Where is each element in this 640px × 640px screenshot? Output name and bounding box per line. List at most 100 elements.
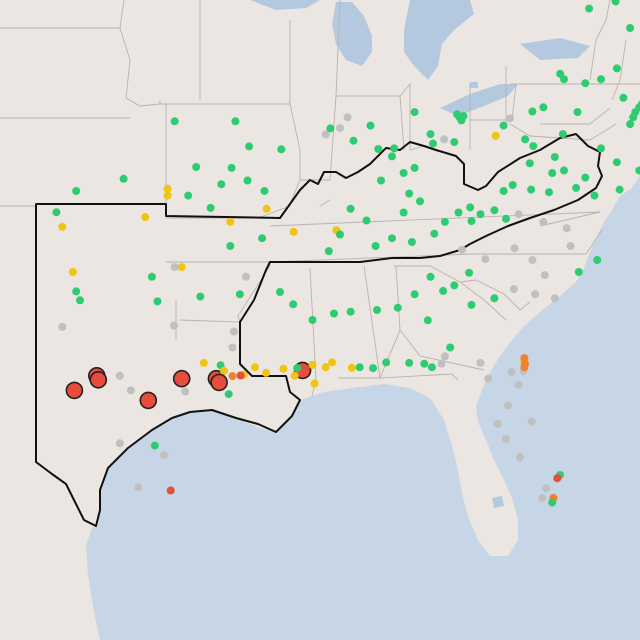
marker-grey[interactable] [181, 387, 190, 396]
marker-grey[interactable] [170, 263, 179, 272]
marker-good[interactable] [560, 166, 568, 175]
marker-grey[interactable] [510, 244, 519, 253]
marker-good[interactable] [374, 145, 383, 153]
marker-grey[interactable] [476, 358, 485, 367]
marker-good[interactable] [355, 363, 364, 372]
marker-good[interactable] [416, 197, 424, 206]
marker-good[interactable] [465, 268, 474, 277]
marker-good[interactable] [346, 204, 355, 213]
marker-moderate[interactable] [289, 227, 298, 236]
marker-moderate[interactable] [163, 184, 172, 193]
marker-good[interactable] [324, 247, 333, 256]
marker-moderate[interactable] [226, 217, 235, 226]
marker-unhealthy[interactable] [65, 381, 84, 400]
marker-good[interactable] [224, 390, 233, 399]
marker-good[interactable] [529, 142, 538, 151]
marker-good[interactable] [454, 208, 463, 217]
marker-moderate[interactable] [308, 360, 317, 369]
marker-good[interactable] [548, 498, 557, 507]
marker-grey[interactable] [502, 435, 510, 443]
marker-good[interactable] [466, 203, 475, 212]
marker-grey[interactable] [542, 484, 551, 493]
marker-good[interactable] [572, 183, 581, 192]
marker-grey[interactable] [484, 374, 493, 383]
marker-good[interactable] [410, 163, 419, 172]
marker-good[interactable] [170, 117, 179, 126]
marker-grey[interactable] [115, 439, 124, 448]
marker-good[interactable] [336, 230, 344, 239]
marker-good[interactable] [119, 174, 128, 183]
marker-good[interactable] [289, 300, 298, 309]
marker-grey[interactable] [507, 368, 516, 377]
marker-unhealthy[interactable] [553, 474, 562, 483]
marker-good[interactable] [72, 287, 81, 296]
marker-good[interactable] [326, 124, 335, 133]
marker-good[interactable] [330, 309, 338, 318]
marker-grey[interactable] [458, 245, 467, 254]
marker-good[interactable] [426, 130, 435, 139]
marker-grey[interactable] [242, 272, 250, 281]
marker-unhealthy[interactable] [210, 373, 228, 392]
marker-grey[interactable] [481, 255, 490, 264]
marker-good[interactable] [227, 163, 236, 172]
marker-good[interactable] [399, 169, 408, 177]
marker-good[interactable] [366, 121, 375, 130]
marker-good[interactable] [499, 187, 508, 195]
marker-good[interactable] [258, 234, 267, 243]
marker-good[interactable] [590, 191, 599, 200]
marker-grey[interactable] [566, 242, 575, 250]
marker-good[interactable] [196, 292, 205, 301]
marker-grey[interactable] [550, 294, 559, 303]
marker-moderate[interactable] [328, 358, 337, 367]
marker-grey[interactable] [229, 327, 238, 336]
marker-grey[interactable] [527, 417, 536, 426]
marker-good[interactable] [388, 234, 396, 243]
marker-grey[interactable] [531, 290, 540, 299]
marker-good[interactable] [597, 144, 605, 153]
marker-good[interactable] [581, 173, 590, 182]
marker-good[interactable] [277, 145, 286, 154]
marker-grey[interactable] [160, 451, 169, 459]
marker-good[interactable] [556, 69, 565, 78]
marker-good[interactable] [231, 117, 240, 126]
marker-good[interactable] [276, 288, 284, 296]
marker-good[interactable] [545, 188, 553, 197]
marker-good[interactable] [293, 364, 302, 373]
marker-grey[interactable] [515, 453, 524, 462]
marker-good[interactable] [635, 166, 640, 175]
marker-good[interactable] [631, 108, 640, 117]
marker-good[interactable] [508, 181, 517, 189]
marker-unhealthy-sensitive[interactable] [228, 372, 237, 381]
marker-moderate[interactable] [347, 363, 356, 372]
marker-good[interactable] [399, 208, 408, 217]
marker-good[interactable] [388, 152, 396, 161]
marker-moderate[interactable] [58, 222, 67, 231]
marker-good[interactable] [393, 303, 402, 312]
marker-grey[interactable] [440, 352, 449, 361]
marker-good[interactable] [373, 306, 381, 314]
marker-moderate[interactable] [262, 204, 271, 213]
marker-moderate[interactable] [279, 364, 288, 373]
marker-good[interactable] [153, 297, 162, 306]
marker-moderate[interactable] [177, 263, 186, 272]
marker-grey[interactable] [126, 386, 135, 395]
marker-moderate[interactable] [141, 213, 150, 222]
marker-good[interactable] [308, 316, 317, 324]
marker-good[interactable] [597, 75, 605, 84]
marker-moderate[interactable] [163, 191, 172, 200]
marker-moderate[interactable] [310, 379, 319, 388]
marker-good[interactable] [619, 93, 628, 102]
marker-good[interactable] [420, 359, 429, 368]
marker-good[interactable] [528, 107, 537, 116]
marker-grey[interactable] [170, 321, 178, 330]
marker-good[interactable] [430, 229, 439, 238]
marker-good[interactable] [490, 206, 499, 215]
marker-good[interactable] [362, 216, 371, 225]
marker-good[interactable] [585, 4, 594, 13]
marker-good[interactable] [440, 217, 449, 226]
marker-good[interactable] [626, 24, 635, 32]
marker-good[interactable] [548, 169, 557, 177]
marker-grey[interactable] [440, 135, 449, 144]
marker-grey[interactable] [538, 493, 547, 502]
